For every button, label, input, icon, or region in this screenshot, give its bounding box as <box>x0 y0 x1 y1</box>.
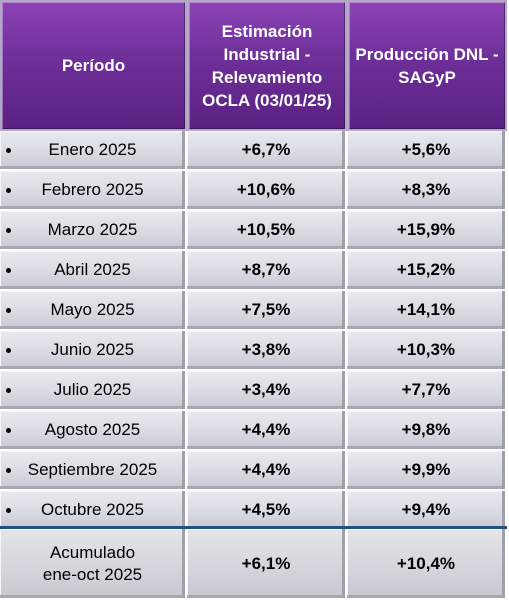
row-dnl-cell: +9,9% <box>347 451 507 491</box>
row-period-cell-text: Septiembre 2025 <box>27 460 158 479</box>
header-dnl-line-2: SAGyP <box>398 67 456 87</box>
row-period-cell-text: Octubre 2025 <box>40 500 144 519</box>
header-ocla-line-2: Industrial - <box>223 44 311 64</box>
row-ocla-cell-text: +3,8% <box>241 340 291 359</box>
bullet-icon <box>6 268 11 273</box>
row-ocla-cell: +4,4% <box>187 451 347 491</box>
bullet-icon <box>6 468 11 473</box>
row-ocla-cell-text: +4,5% <box>241 500 291 519</box>
row-period-cell-text: Febrero 2025 <box>41 180 144 199</box>
row-period-cell-text: Marzo 2025 <box>47 220 138 239</box>
row-dnl-cell: +9,8% <box>347 411 507 451</box>
header-dnl-production: Producción DNL - SAGyP <box>347 0 507 131</box>
row-dnl-cell: +14,1% <box>347 291 507 331</box>
bullet-icon <box>6 348 11 353</box>
row-period-cell: Abril 2025 <box>0 251 187 291</box>
row-ocla-cell-text: +3,4% <box>241 380 291 399</box>
row-ocla-cell-text: +10,6% <box>236 180 296 199</box>
total-dnl-cell: +10,4% <box>347 529 507 600</box>
row-period-cell: Agosto 2025 <box>0 411 187 451</box>
row-ocla-cell: +3,4% <box>187 371 347 411</box>
row-dnl-cell: +7,7% <box>347 371 507 411</box>
row-period-cell: Marzo 2025 <box>0 211 187 251</box>
header-period: Período <box>0 0 187 131</box>
row-ocla-cell: +4,5% <box>187 491 347 531</box>
row-dnl-cell-text: +7,7% <box>401 380 451 399</box>
bullet-icon <box>6 308 11 313</box>
total-label-line-2: ene-oct 2025 <box>42 564 143 584</box>
bullet-icon <box>6 148 11 153</box>
row-period-cell: Junio 2025 <box>0 331 187 371</box>
row-ocla-cell: +10,6% <box>187 171 347 211</box>
total-ocla-cell: +6,1% <box>187 529 347 600</box>
row-ocla-cell-text: +8,7% <box>241 260 291 279</box>
row-period-cell-text: Julio 2025 <box>53 380 132 399</box>
total-label-line-1: Acumulado <box>49 542 136 562</box>
header-ocla-line-1: Estimación <box>221 21 313 41</box>
bullet-icon <box>6 228 11 233</box>
row-dnl-cell-text: +14,1% <box>396 300 456 319</box>
bullet-icon <box>6 428 11 433</box>
row-ocla-cell: +10,5% <box>187 211 347 251</box>
header-period-label: Período <box>61 56 126 75</box>
header-ocla-line-3: Relevamiento <box>211 67 323 87</box>
row-dnl-cell: +5,6% <box>347 131 507 171</box>
row-ocla-cell-text: +7,5% <box>241 300 291 319</box>
row-ocla-cell-text: +10,5% <box>236 220 296 239</box>
row-dnl-cell: +15,2% <box>347 251 507 291</box>
header-ocla-estimate: Estimación Industrial - Relevamiento OCL… <box>187 0 347 131</box>
row-period-cell-text: Enero 2025 <box>48 140 137 159</box>
bullet-icon <box>6 508 11 513</box>
row-dnl-cell: +15,9% <box>347 211 507 251</box>
row-dnl-cell: +9,4% <box>347 491 507 531</box>
row-dnl-cell-text: +15,9% <box>396 220 456 239</box>
row-period-cell: Febrero 2025 <box>0 171 187 211</box>
row-period-cell-text: Mayo 2025 <box>50 300 135 319</box>
total-label-cell: Acumulado ene-oct 2025 <box>0 529 187 600</box>
bullet-icon <box>6 388 11 393</box>
row-dnl-cell-text: +9,4% <box>401 500 451 519</box>
row-dnl-cell-text: +5,6% <box>401 140 451 159</box>
row-period-cell-text: Abril 2025 <box>54 260 131 279</box>
row-period-cell: Julio 2025 <box>0 371 187 411</box>
bullet-icon <box>6 188 11 193</box>
row-period-cell: Octubre 2025 <box>0 491 187 531</box>
row-ocla-cell-text: +4,4% <box>241 420 291 439</box>
row-dnl-cell-text: +8,3% <box>401 180 451 199</box>
row-period-cell: Enero 2025 <box>0 131 187 171</box>
row-ocla-cell-text: +6,7% <box>241 140 291 159</box>
row-ocla-cell: +6,7% <box>187 131 347 171</box>
row-dnl-cell: +10,3% <box>347 331 507 371</box>
row-period-cell-text: Junio 2025 <box>50 340 135 359</box>
row-ocla-cell: +7,5% <box>187 291 347 331</box>
row-ocla-cell-text: +4,4% <box>241 460 291 479</box>
row-dnl-cell-text: +9,8% <box>401 420 451 439</box>
row-dnl-cell: +8,3% <box>347 171 507 211</box>
total-separator <box>0 526 507 529</box>
total-dnl-value: +10,4% <box>396 553 456 573</box>
row-dnl-cell-text: +10,3% <box>396 340 456 359</box>
row-ocla-cell: +4,4% <box>187 411 347 451</box>
row-ocla-cell: +3,8% <box>187 331 347 371</box>
row-period-cell-text: Agosto 2025 <box>44 420 141 439</box>
header-dnl-line-1: Producción DNL - <box>355 44 499 64</box>
row-period-cell: Septiembre 2025 <box>0 451 187 491</box>
total-ocla-value: +6,1% <box>241 553 291 573</box>
header-ocla-line-4: OCLA (03/01/25) <box>202 90 332 110</box>
row-dnl-cell-text: +9,9% <box>401 460 451 479</box>
row-dnl-cell-text: +15,2% <box>396 260 456 279</box>
row-period-cell: Mayo 2025 <box>0 291 187 331</box>
row-ocla-cell: +8,7% <box>187 251 347 291</box>
